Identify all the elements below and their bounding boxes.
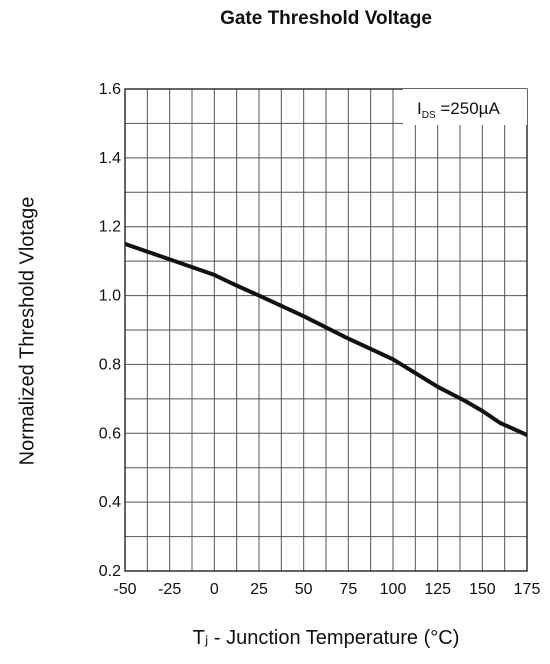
y-tick-label: 0.6 [99,425,121,442]
y-tick-label: 1.2 [99,219,121,236]
y-tick-label: 1.4 [99,150,121,167]
plot-frame [124,88,528,572]
y-tick-label: 0.2 [99,563,121,580]
x-tick-label: -50 [113,581,136,598]
plot-border [124,88,528,572]
x-tick-label: 75 [339,581,357,598]
annotation-symbol: I [417,99,422,118]
y-tick-label: 1.0 [99,288,121,305]
series-lines [124,242,528,437]
y-tick-label: 0.4 [99,494,121,511]
annotation-value: =250µA [435,99,500,118]
y-tick-label: 1.6 [99,81,121,98]
x-tick-label: 150 [469,581,496,598]
x-axis-label: Tⱼ - Junction Temperature (°C) [192,627,460,649]
legend-box [403,89,527,125]
ids-annotation: IDS =250µA [417,99,500,121]
annotation-subscript: DS [421,110,436,121]
series-line [124,242,528,437]
chart-title: Gate Threshold Voltage [220,8,432,29]
x-tick-label: -25 [158,581,181,598]
x-tick-label: 25 [250,581,268,598]
x-tick-label: 100 [380,581,407,598]
x-tick-label: 175 [514,581,541,598]
x-tick-labels: -50 -25 0 25 50 75 100 125 150 175 [113,581,540,598]
x-tick-label: 125 [424,581,451,598]
grid [124,88,528,572]
x-tick-label: 50 [295,581,313,598]
x-tick-label: 0 [210,581,219,598]
y-tick-labels: 0.2 0.4 0.6 0.8 1.0 1.2 1.4 1.6 [99,81,121,580]
y-tick-label: 0.8 [99,356,121,373]
